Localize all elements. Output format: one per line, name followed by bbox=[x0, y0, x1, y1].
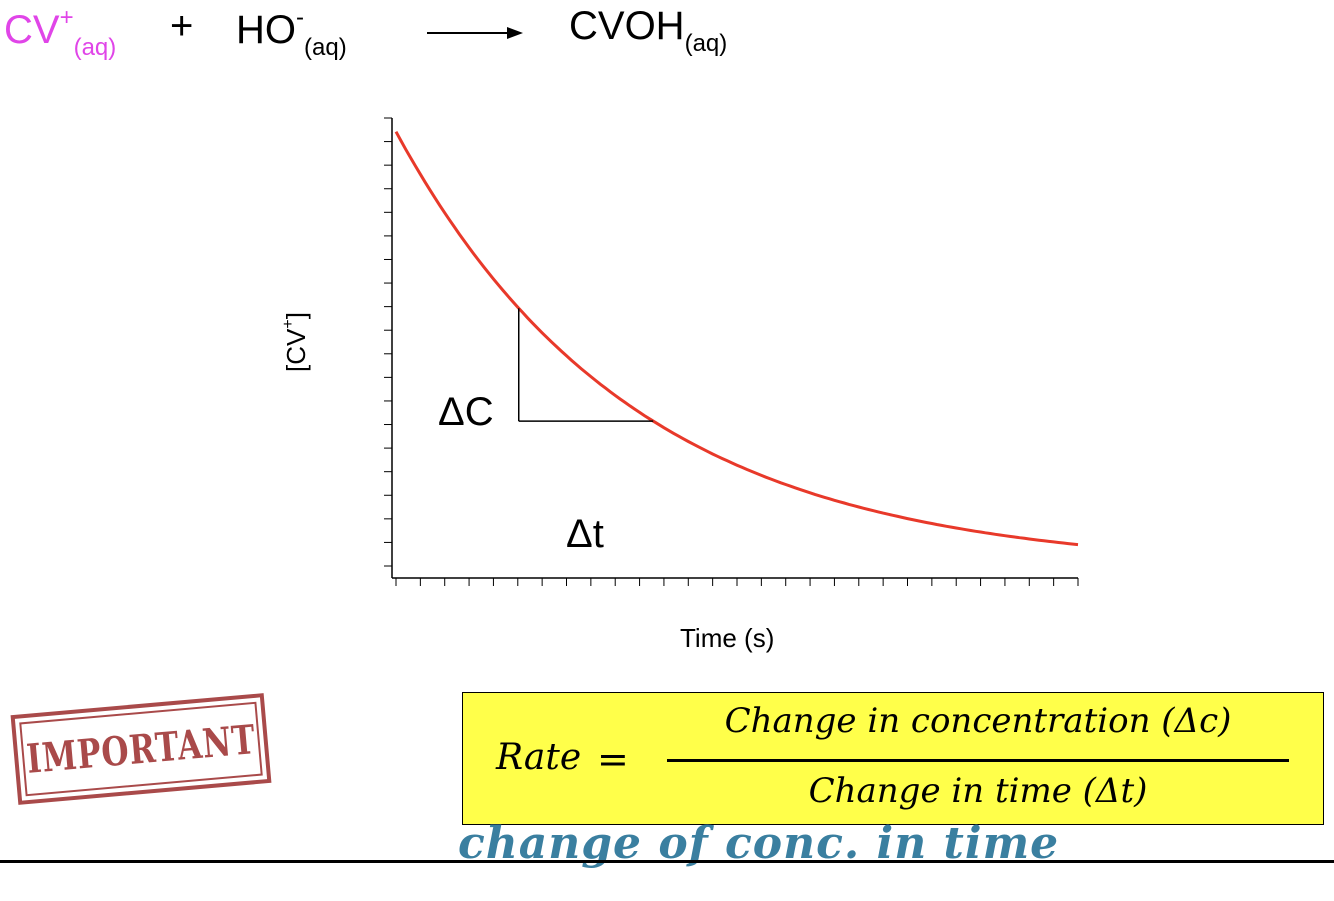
equals-sign: = bbox=[597, 737, 629, 781]
rate-label: Rate bbox=[496, 737, 582, 778]
decay-curve bbox=[394, 130, 1079, 547]
y-axis-label: [CV+] bbox=[280, 312, 311, 372]
x-axis-label: Time (s) bbox=[680, 623, 775, 653]
reactant-cv: CV+(aq) bbox=[4, 4, 117, 61]
plus-sign: + bbox=[170, 4, 194, 48]
delta-c-label: ΔC bbox=[438, 390, 494, 434]
reaction-arrow-icon bbox=[427, 27, 523, 39]
product-cvoh: CVOH(aq) bbox=[569, 4, 728, 57]
reactant-hydroxide: HO-(aq) bbox=[236, 4, 347, 61]
divider-line bbox=[0, 860, 1334, 863]
rate-numerator: Change in concentration (Δc) bbox=[724, 701, 1232, 741]
rate-denominator: Change in time (Δt) bbox=[808, 771, 1148, 811]
fraction-bar bbox=[667, 759, 1289, 762]
rate-formula-box: Rate = Change in concentration (Δc) Chan… bbox=[462, 692, 1324, 825]
delta-t-label: Δt bbox=[566, 512, 604, 556]
